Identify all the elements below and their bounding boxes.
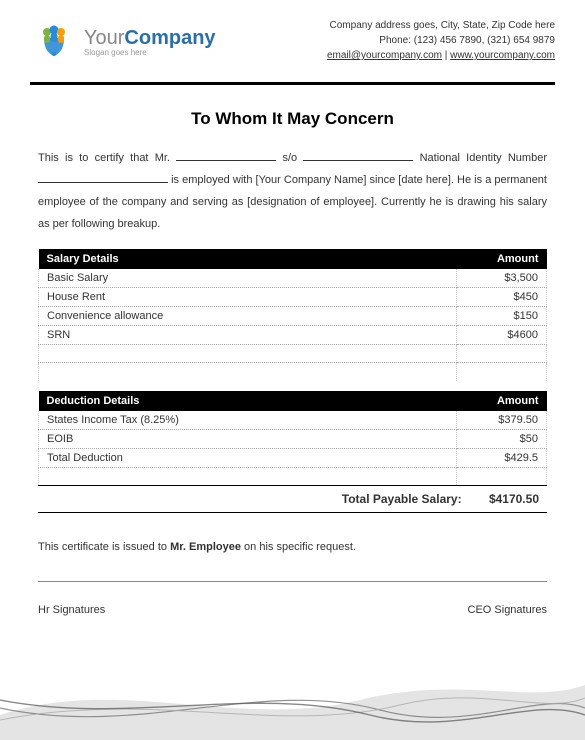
document-title: To Whom It May Concern <box>0 109 585 129</box>
footer-wave-decoration <box>0 660 585 740</box>
logo-company: Company <box>124 27 215 49</box>
salary-table: Salary Details Amount Basic Salary$3,500… <box>38 249 547 381</box>
blank-so <box>303 160 413 161</box>
table-row-empty <box>39 467 547 485</box>
sep: | <box>442 50 450 61</box>
cell-label: EOIB <box>39 429 457 448</box>
signature-row: Hr Signatures CEO Signatures <box>38 604 547 616</box>
company-logo-icon <box>30 18 78 66</box>
logo-your: Your <box>84 27 124 49</box>
body-paragraph: This is to certify that Mr. s/o National… <box>0 147 585 235</box>
table-row: Total Deduction$429.5 <box>39 448 547 467</box>
body-p1a: This is to certify that Mr. <box>38 152 176 164</box>
deduction-table: Deduction Details Amount States Income T… <box>38 391 547 486</box>
cell-label: Convenience allowance <box>39 307 457 326</box>
table-row: House Rent$450 <box>39 288 547 307</box>
issued-statement: This certificate is issued to Mr. Employ… <box>38 541 547 582</box>
company-web-link[interactable]: www.yourcompany.com <box>450 50 555 61</box>
salary-header-amount: Amount <box>457 249 547 269</box>
issued-name: Mr. Employee <box>170 541 241 553</box>
ceo-signature-label: CEO Signatures <box>468 604 547 616</box>
cell-amount: $50 <box>457 429 547 448</box>
cell-amount: $4600 <box>457 326 547 345</box>
body-p1b: s/o <box>276 152 303 164</box>
table-row-empty <box>39 345 547 363</box>
issued-pre: This certificate is issued to <box>38 541 170 553</box>
company-address: Company address goes, City, State, Zip C… <box>327 18 555 33</box>
total-amount: $4170.50 <box>489 492 539 506</box>
table-row: EOIB$50 <box>39 429 547 448</box>
blank-name <box>176 160 276 161</box>
cell-amount: $450 <box>457 288 547 307</box>
cell-label: SRN <box>39 326 457 345</box>
cell-amount: $379.50 <box>457 411 547 430</box>
cell-label: House Rent <box>39 288 457 307</box>
deduction-header-amount: Amount <box>457 391 547 411</box>
cell-label: Basic Salary <box>39 269 457 288</box>
cell-amount: $3,500 <box>457 269 547 288</box>
header-divider <box>30 82 555 85</box>
header-region: YourCompany Slogan goes here Company add… <box>0 0 585 76</box>
table-row: Basic Salary$3,500 <box>39 269 547 288</box>
cell-amount: $150 <box>457 307 547 326</box>
table-row: Convenience allowance$150 <box>39 307 547 326</box>
cell-label: Total Deduction <box>39 448 457 467</box>
table-row: States Income Tax (8.25%)$379.50 <box>39 411 547 430</box>
company-email-link[interactable]: email@yourcompany.com <box>327 50 442 61</box>
company-name: YourCompany <box>84 27 216 50</box>
total-label: Total Payable Salary: <box>342 492 462 506</box>
cell-label: States Income Tax (8.25%) <box>39 411 457 430</box>
company-info: Company address goes, City, State, Zip C… <box>327 18 555 63</box>
company-slogan: Slogan goes here <box>84 48 216 57</box>
company-phone: Phone: (123) 456 7890, (321) 654 9879 <box>327 33 555 48</box>
deduction-header-label: Deduction Details <box>39 391 457 411</box>
issued-post: on his specific request. <box>241 541 356 553</box>
cell-amount: $429.5 <box>457 448 547 467</box>
blank-nid <box>38 182 168 183</box>
hr-signature-label: Hr Signatures <box>38 604 105 616</box>
total-row: Total Payable Salary: $4170.50 <box>38 485 547 513</box>
logo-block: YourCompany Slogan goes here <box>30 18 216 66</box>
table-row-empty <box>39 363 547 381</box>
salary-header-label: Salary Details <box>39 249 457 269</box>
body-p1c: National Identity Number <box>413 152 547 164</box>
table-row: SRN$4600 <box>39 326 547 345</box>
